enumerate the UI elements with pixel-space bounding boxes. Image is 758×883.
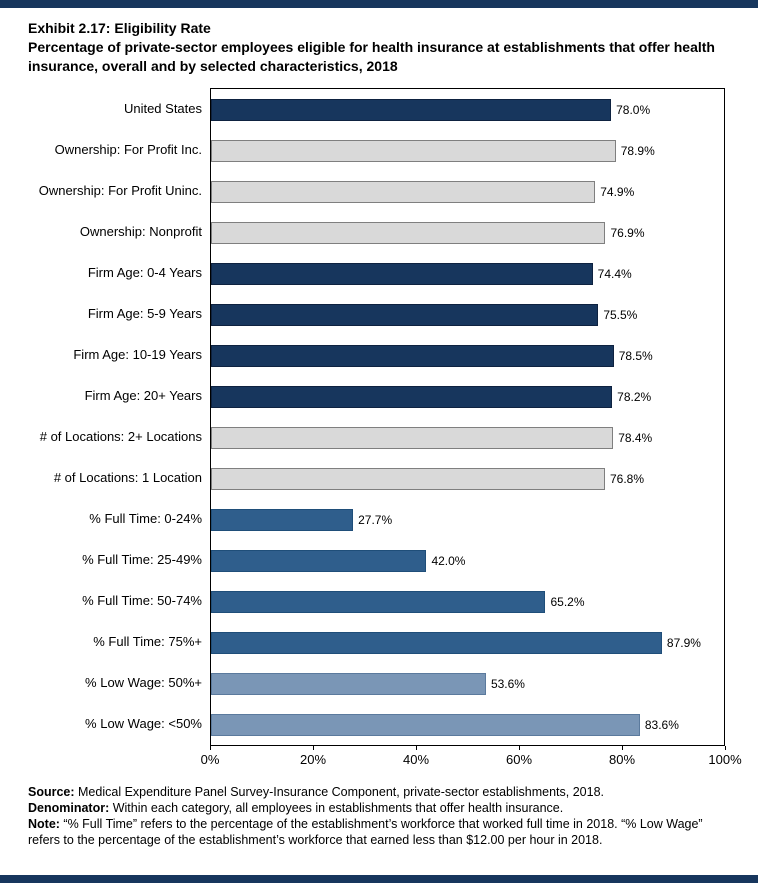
category-label: % Low Wage: <50% bbox=[85, 716, 202, 731]
bar bbox=[211, 672, 486, 695]
x-tick-label: 20% bbox=[299, 752, 327, 767]
note-text: “% Full Time” refers to the percentage o… bbox=[28, 817, 703, 847]
bar-value-label: 78.4% bbox=[618, 430, 653, 445]
bar-value-label: 78.0% bbox=[616, 102, 651, 117]
category-label: % Full Time: 0-24% bbox=[89, 511, 202, 526]
bar-row: 65.2% bbox=[211, 581, 724, 622]
x-tick-mark bbox=[519, 746, 520, 750]
bar bbox=[211, 180, 596, 203]
category-label: Firm Age: 0-4 Years bbox=[87, 265, 202, 280]
exhibit-title: Exhibit 2.17: Eligibility Rate bbox=[28, 20, 211, 36]
bar-value-label: 83.6% bbox=[644, 717, 679, 732]
bar-value-label: 42.0% bbox=[431, 553, 466, 568]
category-label: Firm Age: 10-19 Years bbox=[73, 347, 202, 362]
bar-value-label: 76.8% bbox=[609, 471, 644, 486]
bar bbox=[211, 262, 593, 285]
bar-value-label: 74.4% bbox=[597, 266, 632, 281]
category-label: % Full Time: 25-49% bbox=[82, 552, 202, 567]
bar-value-label: 53.6% bbox=[490, 676, 525, 691]
note-note: Note: “% Full Time” refers to the percen… bbox=[28, 816, 728, 848]
top-border-strip bbox=[0, 0, 758, 8]
plot-area: 78.0% 78.9% 74.9% 76.9% 74.4% 75.5% 78.5% 78.2%… bbox=[210, 88, 725, 746]
category-label: Ownership: For Profit Inc. bbox=[54, 142, 202, 157]
denominator-note: Denominator: Within each category, all e… bbox=[28, 800, 728, 816]
bar-chart: United States Ownership: For Profit Inc. O… bbox=[0, 80, 758, 770]
denominator-text: Within each category, all employees in e… bbox=[109, 801, 564, 815]
x-tick-mark bbox=[416, 746, 417, 750]
category-label: Ownership: For Profit Uninc. bbox=[38, 183, 202, 198]
category-label: % Low Wage: 50%+ bbox=[85, 675, 202, 690]
bar-value-label: 65.2% bbox=[550, 594, 585, 609]
bar-row: 27.7% bbox=[211, 499, 724, 540]
category-label: Ownership: Nonprofit bbox=[79, 224, 202, 239]
plot-wrap: 78.0% 78.9% 74.9% 76.9% 74.4% 75.5% 78.5% 78.2%… bbox=[201, 88, 742, 770]
bar bbox=[211, 549, 427, 572]
bar-row: 78.5% bbox=[211, 335, 724, 376]
x-tick-label: 80% bbox=[608, 752, 636, 767]
bar-row: 74.9% bbox=[211, 171, 724, 212]
footnotes: Source: Medical Expenditure Panel Survey… bbox=[0, 770, 758, 848]
bar-value-label: 27.7% bbox=[358, 512, 393, 527]
bar bbox=[211, 467, 605, 490]
category-label: United States bbox=[123, 101, 202, 116]
bar bbox=[211, 221, 606, 244]
chart-subtitle: Percentage of private-sector employees e… bbox=[28, 39, 715, 74]
x-tick-mark bbox=[313, 746, 314, 750]
denominator-label: Denominator: bbox=[28, 801, 110, 815]
bar-value-label: 78.5% bbox=[618, 348, 653, 363]
x-tick-mark bbox=[725, 746, 726, 750]
bar bbox=[211, 426, 614, 449]
bar-row: 78.2% bbox=[211, 376, 724, 417]
bar-row: 78.9% bbox=[211, 130, 724, 171]
bottom-border-strip bbox=[0, 875, 758, 883]
bar-row: 76.8% bbox=[211, 458, 724, 499]
bar-value-label: 87.9% bbox=[666, 635, 701, 650]
x-tick-label: 0% bbox=[200, 752, 220, 767]
chart-header: Exhibit 2.17: Eligibility Rate Percentag… bbox=[0, 8, 758, 80]
x-axis: 0% 20% 40% 60% 80% 100% bbox=[201, 746, 742, 770]
bar-row: 76.9% bbox=[211, 212, 724, 253]
x-tick-mark bbox=[622, 746, 623, 750]
bar bbox=[211, 713, 640, 736]
category-label: # of Locations: 2+ Locations bbox=[39, 429, 202, 444]
source-label: Source: bbox=[28, 785, 75, 799]
bar-value-label: 78.2% bbox=[617, 389, 652, 404]
bar bbox=[211, 303, 599, 326]
bar-value-label: 74.9% bbox=[600, 184, 635, 199]
x-tick-label: 100% bbox=[708, 752, 742, 767]
bar bbox=[211, 590, 546, 613]
bar bbox=[211, 98, 612, 121]
bar-value-label: 76.9% bbox=[610, 225, 645, 240]
bar-row: 42.0% bbox=[211, 540, 724, 581]
bar-row: 78.0% bbox=[211, 89, 724, 130]
category-label: # of Locations: 1 Location bbox=[53, 470, 202, 485]
category-labels: United States Ownership: For Profit Inc. O… bbox=[28, 88, 210, 770]
bar-row: 78.4% bbox=[211, 417, 724, 458]
bar-row: 75.5% bbox=[211, 294, 724, 335]
bar-value-label: 75.5% bbox=[603, 307, 638, 322]
category-label: % Full Time: 75%+ bbox=[93, 634, 202, 649]
note-label: Note: bbox=[28, 817, 60, 831]
source-text: Medical Expenditure Panel Survey-Insuran… bbox=[74, 785, 604, 799]
bar-row: 74.4% bbox=[211, 253, 724, 294]
bar bbox=[211, 631, 662, 654]
bar bbox=[211, 508, 354, 531]
bar bbox=[211, 139, 616, 162]
bar-row: 53.6% bbox=[211, 663, 724, 704]
category-label: Firm Age: 5-9 Years bbox=[87, 306, 202, 321]
bar-value-label: 78.9% bbox=[620, 143, 655, 158]
bar bbox=[211, 344, 614, 367]
bar-row: 83.6% bbox=[211, 704, 724, 745]
category-label: % Full Time: 50-74% bbox=[82, 593, 202, 608]
x-tick-label: 60% bbox=[505, 752, 533, 767]
x-tick-label: 40% bbox=[402, 752, 430, 767]
x-tick-mark bbox=[210, 746, 211, 750]
category-label: Firm Age: 20+ Years bbox=[84, 388, 202, 403]
bar bbox=[211, 385, 613, 408]
bar-row: 87.9% bbox=[211, 622, 724, 663]
source-note: Source: Medical Expenditure Panel Survey… bbox=[28, 784, 728, 800]
